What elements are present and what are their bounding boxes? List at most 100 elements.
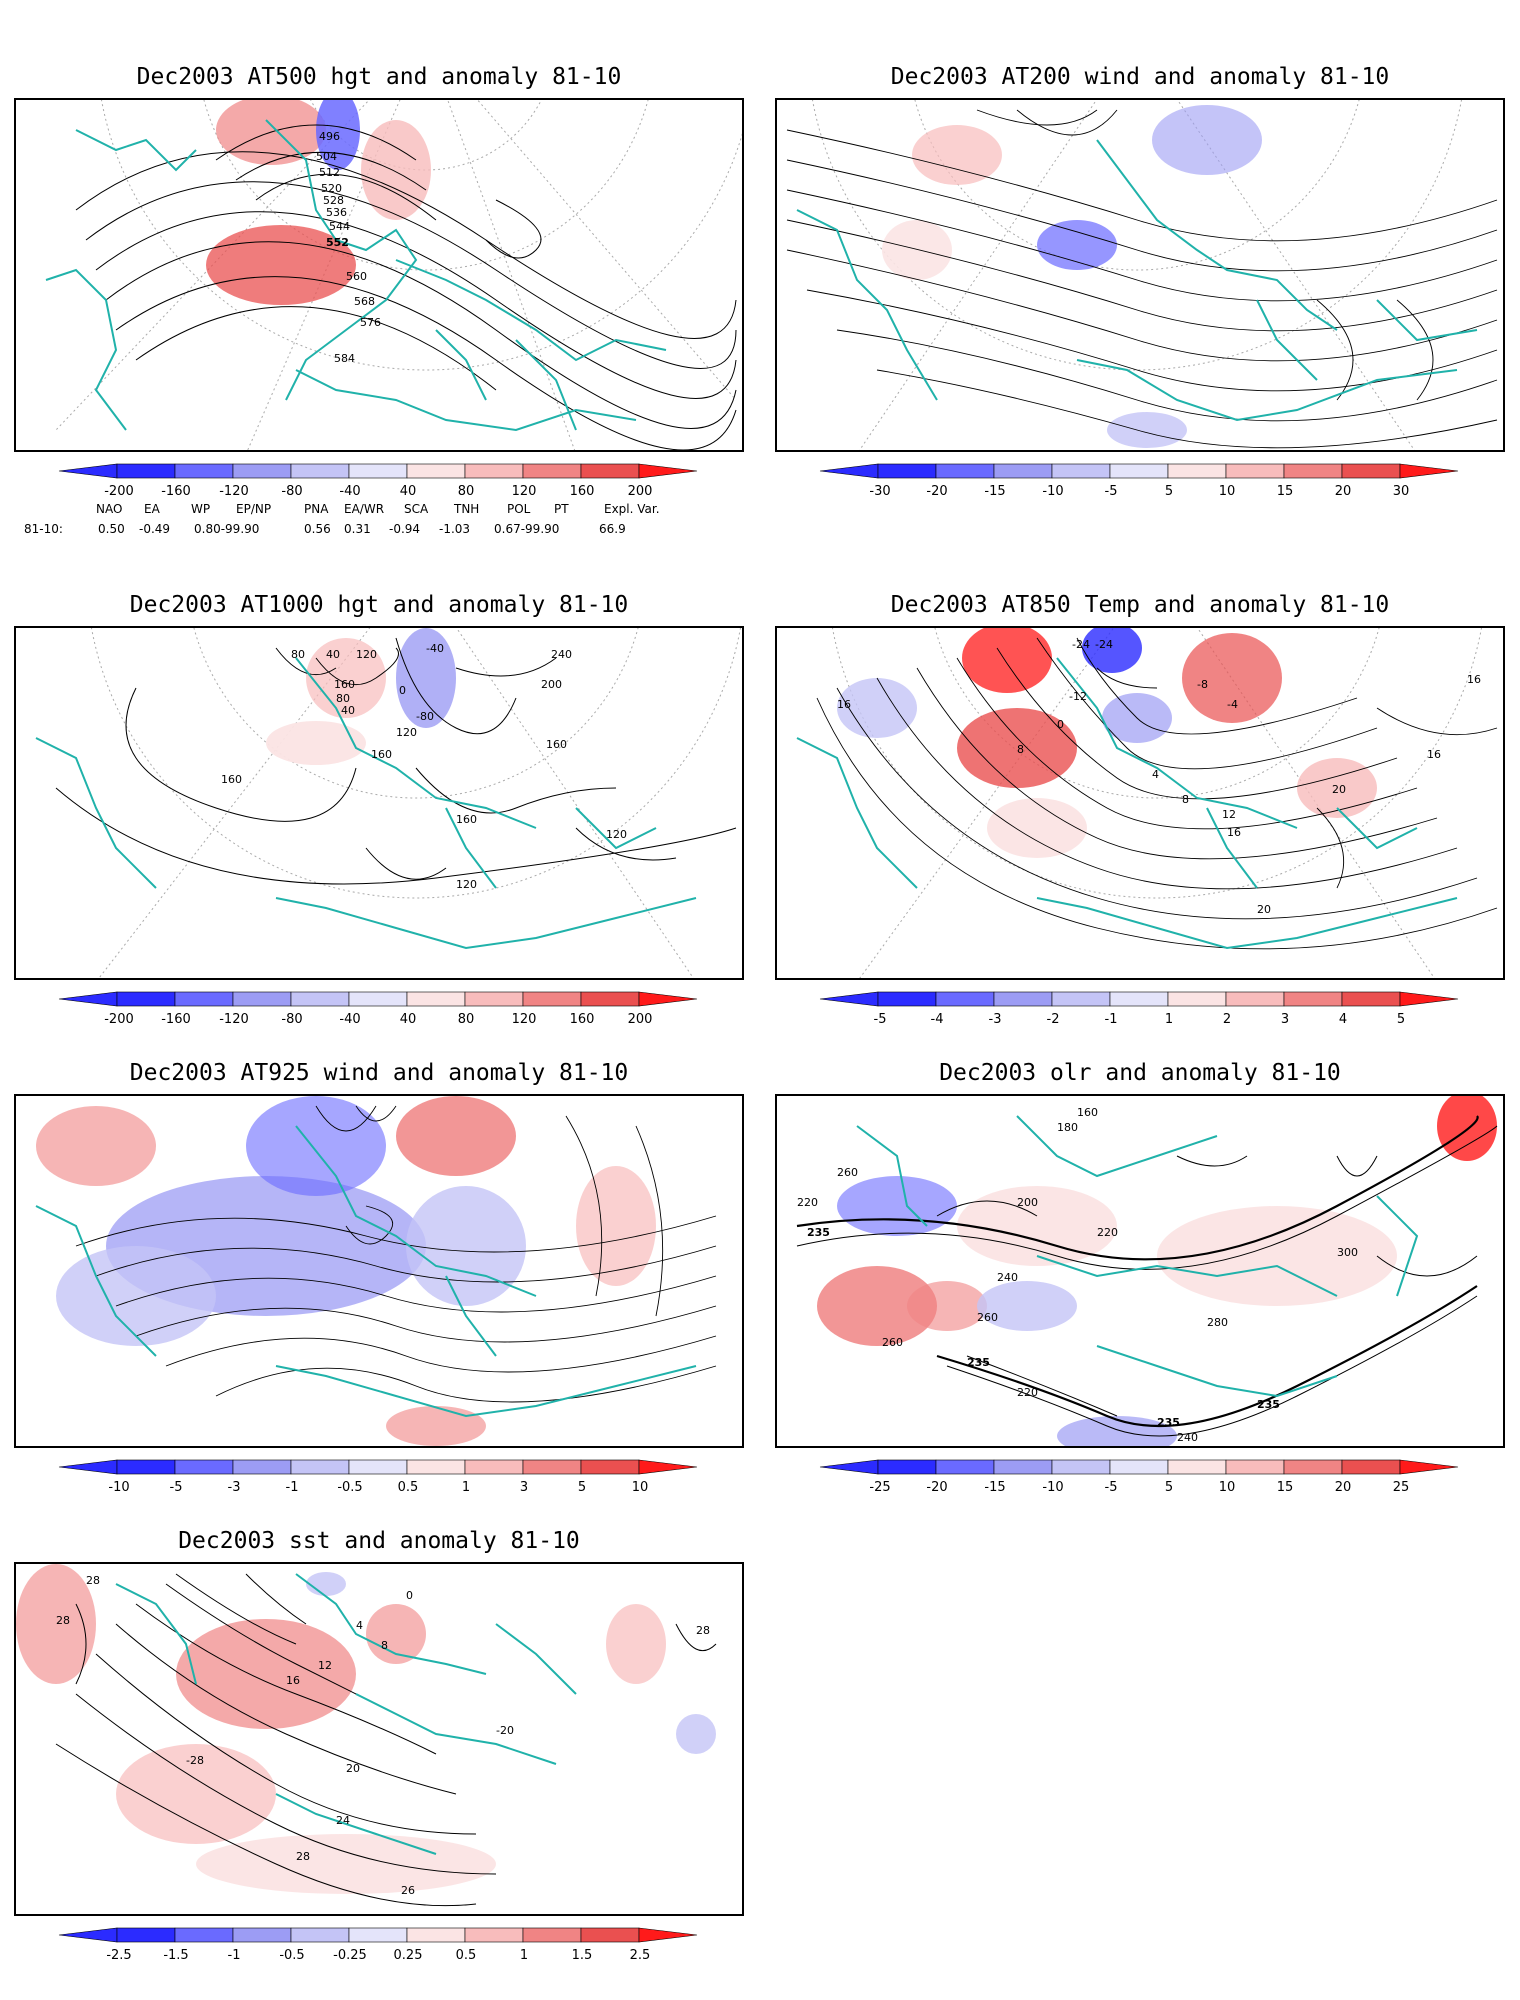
anom-pos xyxy=(176,1619,356,1729)
colorbar-swatch-neg xyxy=(116,1459,176,1475)
colorbar-swatch-pos xyxy=(1167,991,1227,1007)
contour-label: 20 xyxy=(1332,783,1346,796)
panel-z1000: Dec2003 AT1000 hgt and anomaly 81-10 xyxy=(14,588,744,1028)
colorbar-tick: -0.25 xyxy=(333,1948,367,1963)
anom-neg xyxy=(837,1176,957,1236)
index-value: 0.80-99.90 xyxy=(194,522,260,536)
colorbar-tick: -4 xyxy=(930,1012,944,1027)
colorbar-arrow-high xyxy=(1399,991,1459,1007)
contour-label: 180 xyxy=(1057,1121,1078,1134)
anom-pos xyxy=(396,1096,516,1176)
contour-label: -28 xyxy=(186,1754,204,1767)
colorbar-swatch-neg xyxy=(993,463,1053,479)
colorbar-swatch-neg xyxy=(877,463,937,479)
contour-label: 200 xyxy=(541,678,562,691)
colorbar-swatches xyxy=(58,463,698,479)
anom-pos xyxy=(957,1186,1117,1266)
panel-t850: Dec2003 AT850 Temp and anomaly 81-10 xyxy=(775,588,1505,1028)
contour-label: 576 xyxy=(360,316,381,329)
contour-label: 260 xyxy=(977,1311,998,1324)
contour-label: 160 xyxy=(334,678,355,691)
colorbar-swatch-neg xyxy=(877,991,937,1007)
contour-label: -20 xyxy=(496,1724,514,1737)
colorbar-tick: 1 xyxy=(519,1948,529,1963)
contour-label: 0 xyxy=(399,684,406,697)
colorbar-tick: 20 xyxy=(1334,1480,1352,1495)
colorbar-swatch-pos xyxy=(522,463,582,479)
panel-z500: Dec2003 AT500 hgt and anomaly 81-10 xyxy=(14,60,744,540)
map-frame: 28 28 0 4 8 12 16 20 24 28 26 28 -28 -20 xyxy=(14,1562,744,1916)
anom-neg xyxy=(1152,105,1262,175)
colorbar-swatch-neg xyxy=(174,463,234,479)
colorbar-tick: -30 xyxy=(869,484,891,499)
colorbar-swatch-pos xyxy=(522,1927,582,1943)
panel-w925: Dec2003 AT925 wind and anomaly 81-10 xyxy=(14,1056,744,1496)
colorbar-swatch-pos xyxy=(406,1927,466,1943)
panel-title: Dec2003 AT925 wind and anomaly 81-10 xyxy=(129,1060,629,1086)
index-header: PNA xyxy=(304,502,329,516)
colorbar: -200 -160 -120 -80 -40 40 80 120 160 200 xyxy=(14,462,744,502)
colorbar-tick: -15 xyxy=(984,484,1006,499)
index-header: NAO xyxy=(96,502,123,516)
contour-label: -8 xyxy=(1197,678,1208,691)
contour-label: 28 xyxy=(56,1614,70,1627)
colorbar-arrow-high xyxy=(1399,1459,1459,1475)
colorbar-arrow-low xyxy=(58,463,118,479)
colorbar-arrow-low xyxy=(58,991,118,1007)
map-t850: -24 -24 -12 -8 -4 0 8 16 4 8 12 16 20 20… xyxy=(796,628,1498,978)
colorbar-swatch-pos xyxy=(580,1927,640,1943)
colorbar-tick: -0.5 xyxy=(337,1480,363,1495)
colorbar-swatch-neg xyxy=(348,1927,408,1943)
colorbar-tick: -25 xyxy=(869,1480,891,1495)
panel-title: Dec2003 AT200 wind and anomaly 81-10 xyxy=(890,64,1390,90)
colorbar-tick: 5 xyxy=(577,1480,587,1495)
anom-neg xyxy=(406,1186,526,1306)
index-header: WP xyxy=(191,502,211,516)
contour-label: 528 xyxy=(323,194,344,207)
contour-label: 28 xyxy=(696,1624,710,1637)
colorbar-swatch-neg xyxy=(232,1927,292,1943)
contour-label: 40 xyxy=(341,704,355,717)
map-olr: 260 160 180 200 220 235 240 260 280 300 … xyxy=(777,1096,1503,1446)
contour-label: 512 xyxy=(319,166,340,179)
colorbar-arrow-high xyxy=(1399,463,1459,479)
colorbar-swatch-pos xyxy=(1167,463,1227,479)
colorbar-swatch-pos xyxy=(1341,1459,1401,1475)
panel-title: Dec2003 AT850 Temp and anomaly 81-10 xyxy=(890,592,1390,618)
contour-label: 552 xyxy=(326,236,349,249)
contour-label: 240 xyxy=(551,648,572,661)
contour-label: 28 xyxy=(296,1850,310,1863)
anom-pos xyxy=(116,1744,276,1844)
colorbar-swatch-pos xyxy=(522,1459,582,1475)
contour-label: 20 xyxy=(346,1762,360,1775)
colorbar-arrow-low xyxy=(819,1459,879,1475)
colorbar-arrow-low xyxy=(819,991,879,1007)
colorbar-tick: -80 xyxy=(281,484,303,499)
map-z1000: -40 80 40 120 160 80 40 0 -80 240 200 12… xyxy=(35,628,741,978)
colorbar-tick: -10 xyxy=(108,1480,130,1495)
contour-label: 504 xyxy=(316,150,337,163)
anom-neg xyxy=(977,1281,1077,1331)
contour-label: -24 xyxy=(1072,638,1090,651)
colorbar-swatch-pos xyxy=(1225,1459,1285,1475)
colorbar-tick: 0.5 xyxy=(397,1480,419,1495)
colorbar-arrow-low xyxy=(58,1927,118,1943)
colorbar-swatch-neg xyxy=(232,1459,292,1475)
panel-olr: Dec2003 olr and anomaly 81-10 xyxy=(775,1056,1505,1496)
anom-neg xyxy=(1082,628,1142,673)
contour-label: -4 xyxy=(1227,698,1238,711)
anom-pos xyxy=(1297,758,1377,818)
colorbar-swatch-neg xyxy=(174,1927,234,1943)
anom-pos xyxy=(16,1564,96,1684)
colorbar-swatch-neg xyxy=(993,1459,1053,1475)
colorbar-swatches xyxy=(819,1459,1459,1475)
colorbar: -2.5 -1.5 -1 -0.5 -0.25 0.25 0.5 1 1.5 2… xyxy=(14,1926,744,1966)
index-value: 0.50 xyxy=(98,522,125,536)
anom-pos xyxy=(386,1406,486,1446)
index-header: SCA xyxy=(404,502,429,516)
colorbar: -25 -20 -15 -10 -5 5 10 15 20 25 xyxy=(775,1458,1505,1498)
colorbar-swatch-neg xyxy=(232,991,292,1007)
colorbar-tick: 10 xyxy=(1218,1480,1236,1495)
colorbar-tick: 4 xyxy=(1338,1012,1348,1027)
colorbar-swatch-neg xyxy=(1109,1459,1169,1475)
